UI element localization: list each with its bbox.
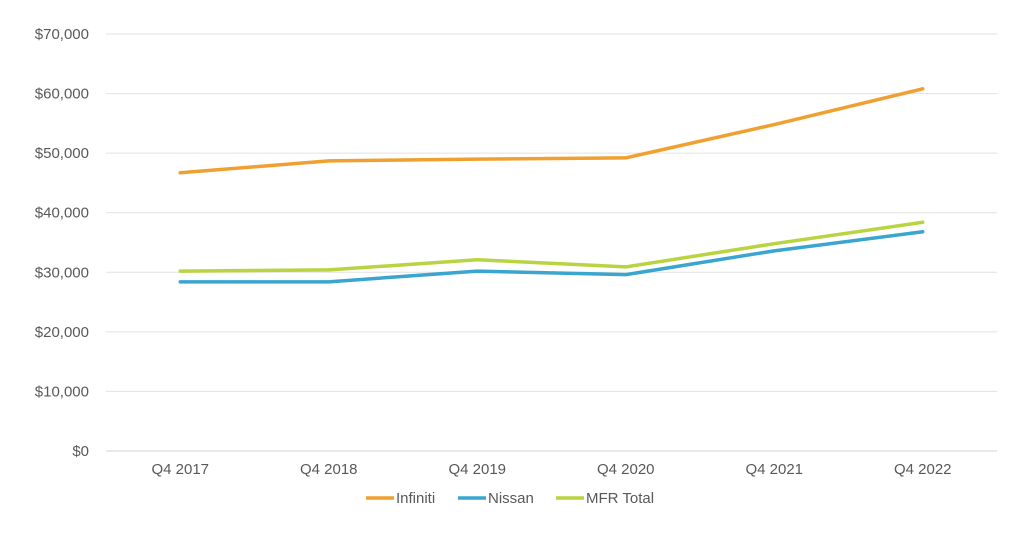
y-tick-label: $40,000: [35, 205, 89, 222]
x-axis-tick-labels: Q4 2017 Q4 2018 Q4 2019 Q4 2020 Q4 2021 Q4 20…: [151, 461, 951, 478]
y-tick-label: $70,000: [35, 26, 89, 43]
legend: Infiniti Nissan MFR Total: [366, 490, 654, 507]
x-tick-label: Q4 2021: [745, 461, 803, 478]
series-line-mfr-total: [178, 220, 925, 273]
y-tick-label: $10,000: [35, 383, 89, 400]
y-tick-label: $60,000: [35, 86, 89, 103]
x-tick-label: Q4 2022: [894, 461, 952, 478]
x-tick-label: Q4 2019: [448, 461, 506, 478]
gridlines: [106, 33, 997, 452]
legend-label: Nissan: [488, 490, 534, 507]
y-axis-tick-labels: $0 $10,000 $20,000 $30,000 $40,000 $50,000 $60…: [35, 26, 89, 460]
x-tick-label: Q4 2018: [300, 461, 358, 478]
legend-label: MFR Total: [586, 490, 654, 507]
y-tick-label: $50,000: [35, 145, 89, 162]
series-line-nissan: [178, 230, 925, 284]
y-tick-label: $30,000: [35, 264, 89, 281]
y-tick-label: $0: [72, 443, 89, 460]
y-tick-label: $20,000: [35, 324, 89, 341]
series-lines: [178, 87, 925, 284]
legend-label: Infiniti: [396, 490, 435, 507]
x-tick-label: Q4 2020: [597, 461, 655, 478]
series-line-infiniti: [178, 87, 925, 175]
x-tick-label: Q4 2017: [151, 461, 209, 478]
